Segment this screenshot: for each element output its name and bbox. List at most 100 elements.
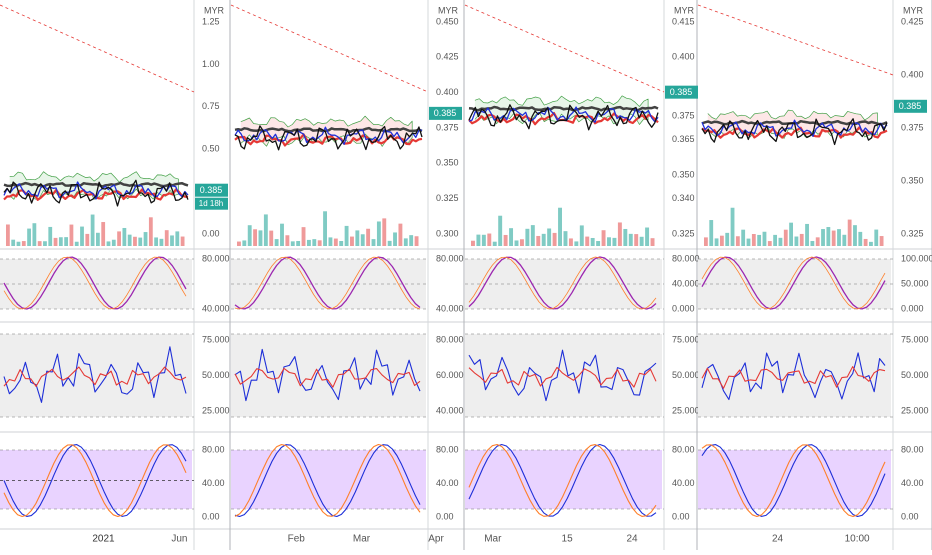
stoch-rsi-line (701, 256, 886, 310)
volume-bar (253, 229, 258, 246)
stoch-rsi-line (468, 256, 657, 310)
volume-bar (492, 241, 497, 246)
stochastic-line (3, 444, 187, 518)
resistance-trendline (697, 4, 894, 76)
oscillator-band (231, 334, 426, 417)
price-line (3, 179, 189, 207)
volume-bar (43, 241, 47, 246)
price-line (234, 125, 423, 151)
volume-bar (650, 238, 655, 246)
stochastic-line (701, 444, 886, 518)
oscillator-tick-label: 80.00 (436, 444, 459, 454)
volume-bar (471, 240, 475, 246)
volume-bar (148, 217, 153, 246)
volume-bar (371, 239, 376, 246)
stochastic-line (234, 443, 421, 517)
time-axis-label: 24 (626, 534, 638, 545)
oscillator-tick-label: 40.00 (901, 478, 924, 488)
stochastic-band (465, 450, 662, 509)
oscillator-tick-label: 0.000 (672, 303, 695, 313)
time-axis-label: Feb (288, 534, 306, 545)
volume-bar (503, 234, 508, 246)
volume-bar (805, 223, 809, 246)
oscillator-tick-label: 80.00 (901, 444, 924, 454)
currency-label: MYR (204, 5, 225, 15)
volume-bar (607, 237, 611, 246)
oscillator-tick-label: 60.000 (436, 370, 464, 380)
volume-bar (847, 219, 852, 246)
volume-bar (858, 231, 863, 246)
volume-bar (751, 234, 756, 246)
volume-bar (403, 238, 408, 246)
volume-bar (328, 237, 333, 246)
volume-bar (757, 234, 762, 246)
volume-bar (180, 236, 185, 246)
oscillator-tick-label: 40.00 (672, 478, 695, 488)
volume-bar (323, 211, 327, 246)
volume-bar (393, 232, 397, 246)
volume-bar (333, 238, 338, 246)
price-badge (665, 85, 698, 99)
volume-bar (48, 226, 53, 246)
price-tick-label: 0.50 (202, 144, 220, 154)
volume-bar (366, 228, 371, 246)
volume-bar (799, 233, 804, 246)
oscillator-tick-label: 75.000 (901, 334, 929, 344)
stochastic-band (0, 450, 192, 509)
stoch-rsi-line (468, 256, 657, 310)
time-axis-label: 24 (772, 534, 784, 545)
volume-bar (414, 236, 419, 246)
volume-bar (815, 237, 820, 246)
volume-bar (519, 239, 524, 246)
stoch-rsi-line (3, 256, 187, 310)
oscillator-tick-label: 40.000 (436, 405, 464, 415)
price-tick-label: 1.25 (202, 16, 220, 26)
volume-bar (842, 234, 847, 246)
volume-bar (601, 230, 606, 246)
volume-bar (725, 232, 730, 246)
volume-bar (853, 225, 857, 246)
volume-bar (37, 241, 42, 246)
volume-bar (709, 220, 714, 246)
volume-bar (789, 222, 793, 246)
volume-bar (69, 224, 74, 246)
long-moving-average (3, 181, 189, 188)
oscillator-tick-label: 0.00 (202, 511, 220, 521)
volume-bar (547, 228, 552, 246)
price-tick-label: 0.340 (672, 193, 695, 203)
volume-bar (783, 229, 788, 246)
volume-bar (476, 234, 481, 246)
oscillator-tick-label: 25.000 (901, 405, 929, 415)
volume-bar (90, 214, 95, 246)
volume-bar (280, 223, 284, 246)
volume-bar (53, 237, 58, 246)
volume-bar (274, 239, 279, 246)
volume-bar (122, 227, 127, 246)
price-tick-label: 0.400 (901, 69, 924, 79)
stochastic-band (698, 450, 891, 509)
price-tick-label: 0.00 (202, 228, 220, 238)
volume-bar (6, 224, 10, 246)
volume-bar (159, 238, 164, 246)
volume-bar (269, 230, 274, 246)
volume-bar (133, 236, 137, 246)
volume-bar (117, 231, 121, 246)
volume-bar (376, 221, 381, 246)
price-badge (894, 99, 927, 113)
oscillator-tick-label: 50.000 (672, 370, 700, 380)
oscillator-tick-label: 80.00 (202, 444, 225, 454)
volume-bar (312, 239, 317, 246)
volume-bar (247, 225, 252, 246)
volume-bar (714, 238, 719, 246)
volume-bar (579, 225, 584, 246)
volume-bar (301, 227, 306, 246)
oscillator-tick-label: 80.000 (436, 253, 464, 263)
volume-bar (821, 229, 825, 246)
volume-bar (290, 241, 295, 246)
time-axis-label: Apr (428, 534, 444, 545)
volume-bar (730, 207, 735, 246)
volume-bar (258, 230, 263, 246)
volume-bar (32, 223, 37, 246)
oscillator-tick-label: 40.000 (672, 278, 700, 288)
